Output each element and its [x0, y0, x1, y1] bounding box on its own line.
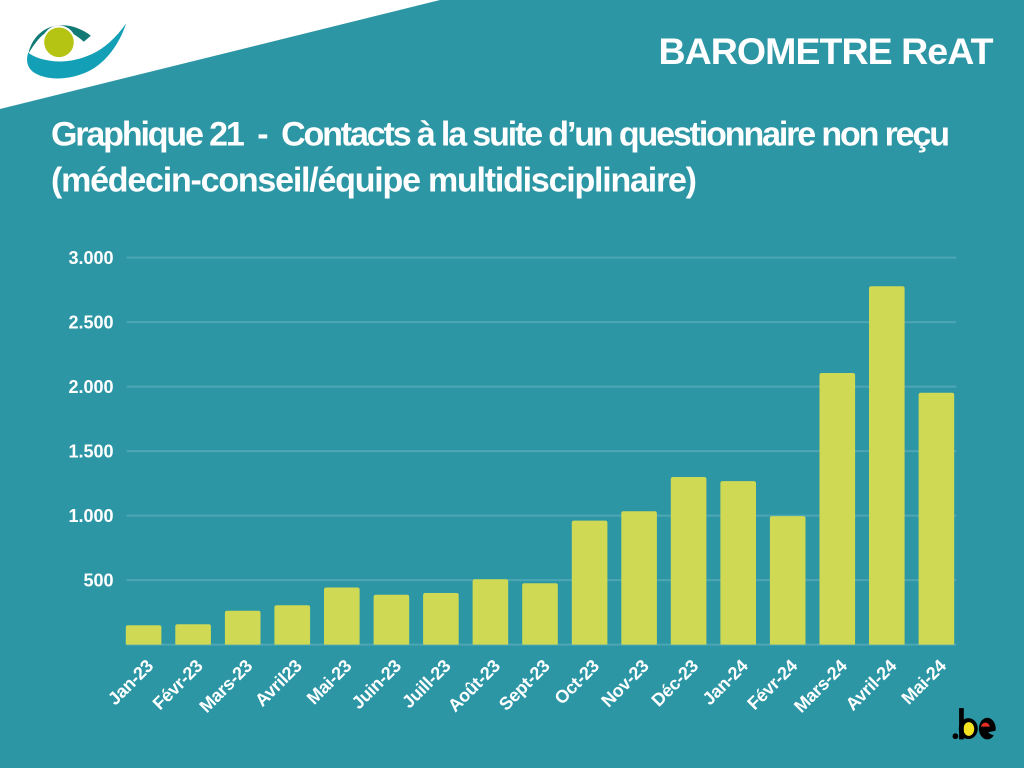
svg-text:2.000: 2.000 — [68, 377, 113, 397]
svg-text:2.500: 2.500 — [68, 313, 113, 333]
svg-text:(médecin-conseil/équipe multid: (médecin-conseil/équipe multidisciplinai… — [51, 162, 697, 200]
svg-text:1.500: 1.500 — [68, 442, 113, 462]
svg-text:1.000: 1.000 — [68, 506, 113, 526]
svg-text:3.000: 3.000 — [68, 248, 113, 268]
svg-text:500: 500 — [83, 571, 113, 591]
svg-text:Graphique 21 - Contacts à la: Graphique 21 - Contacts à la suite d’un … — [51, 116, 950, 154]
svg-text:BAROMETRE ReAT: BAROMETRE ReAT — [659, 30, 994, 72]
